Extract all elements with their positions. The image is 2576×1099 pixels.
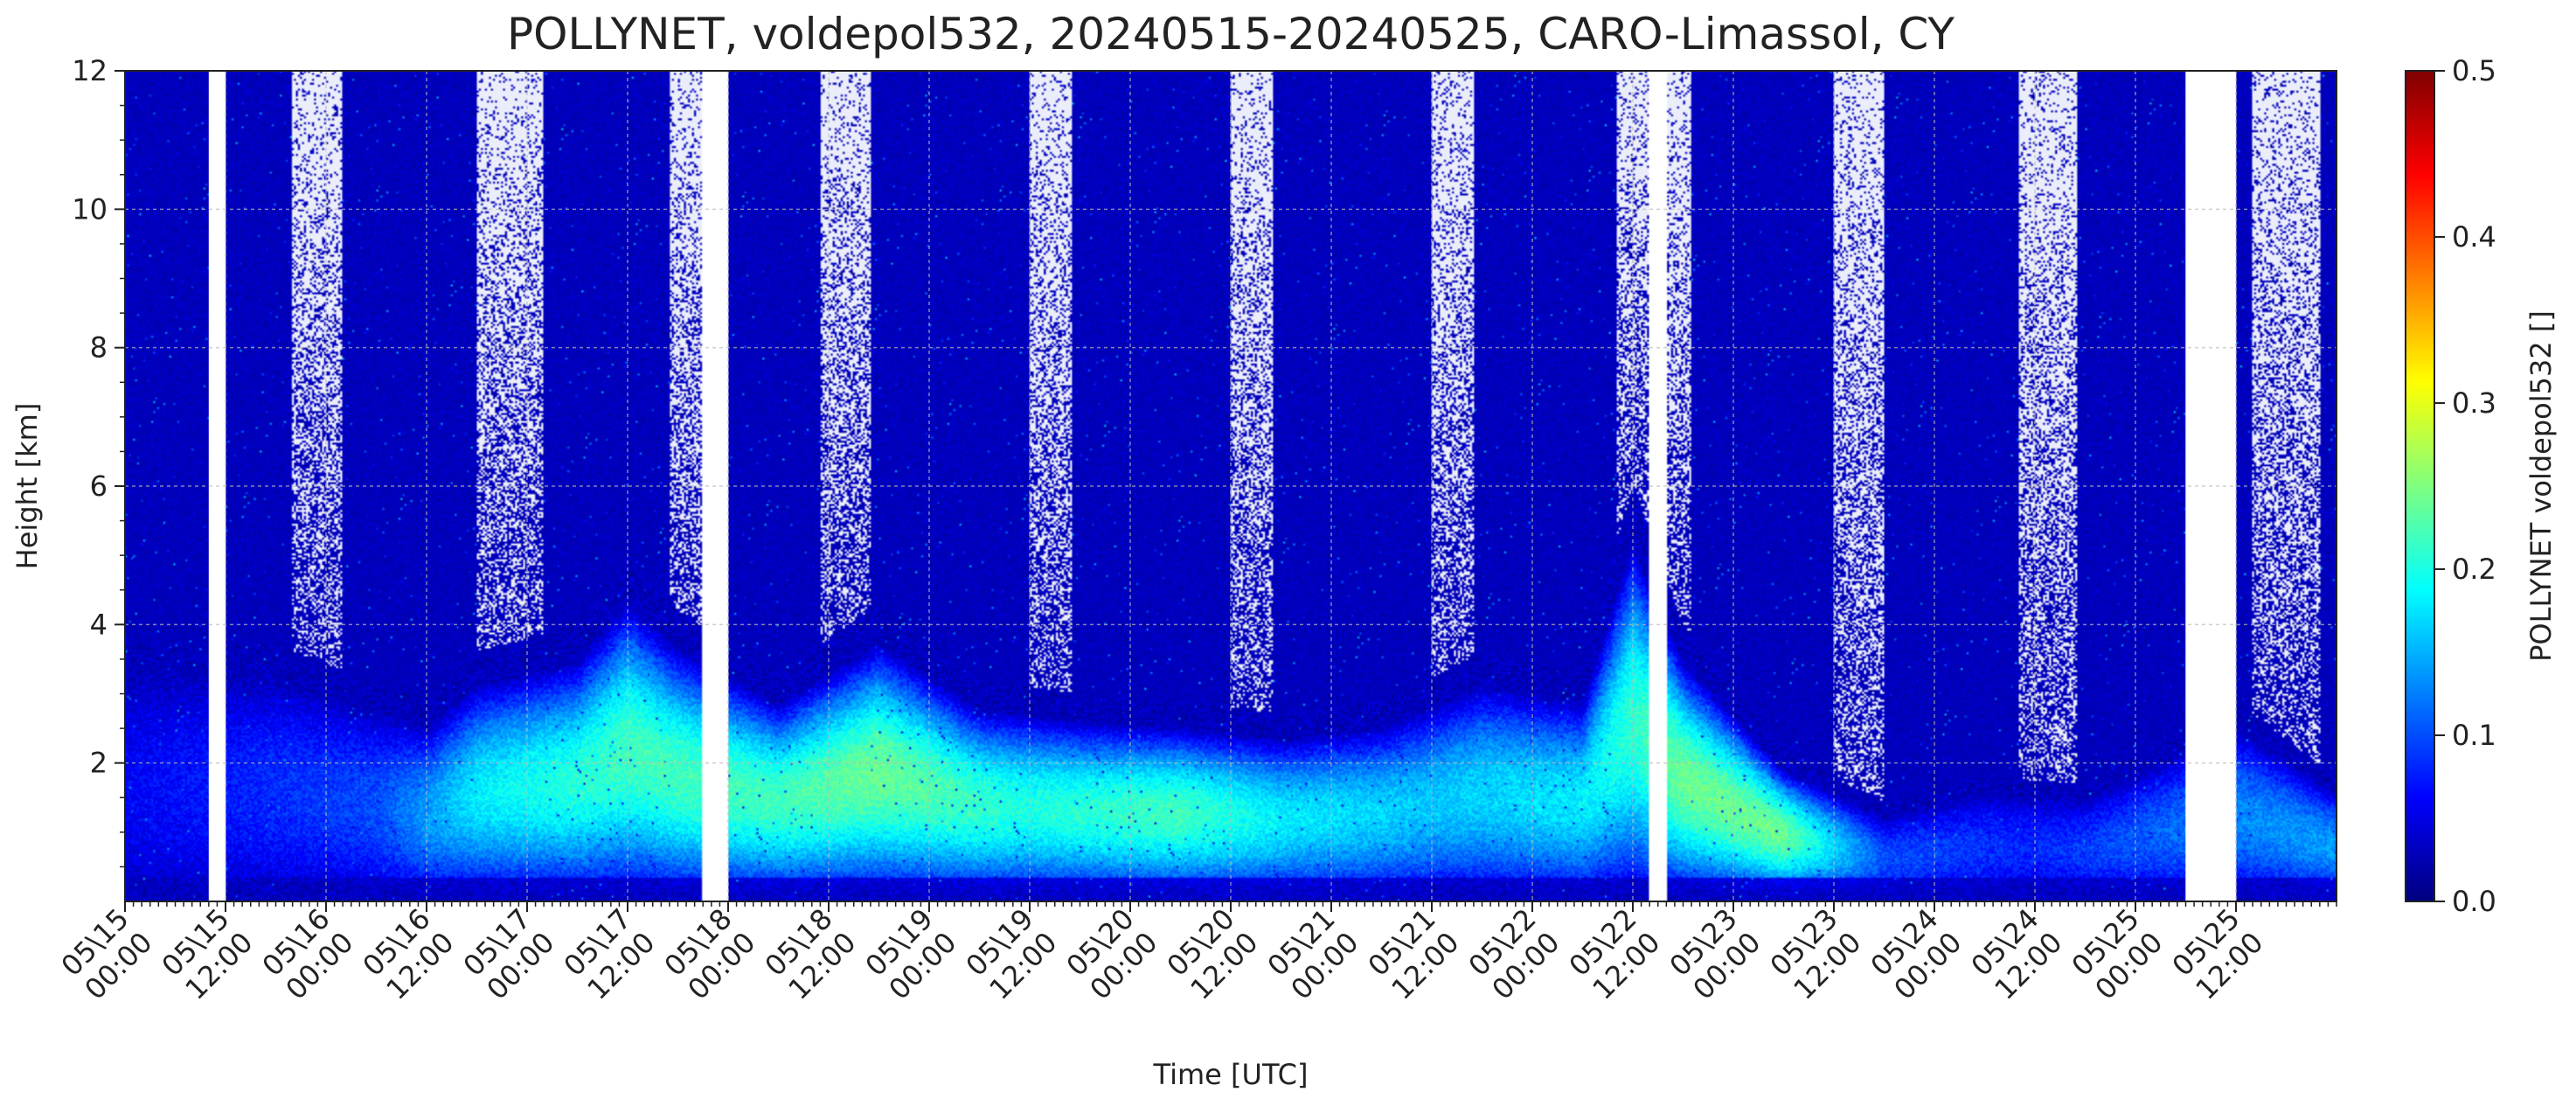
y-tick-label-4: 10 — [72, 192, 108, 226]
plot-area — [124, 70, 2337, 902]
y-tick-label-0: 2 — [90, 747, 108, 780]
colorbar-label: POLLYNET voldepol532 [] — [2524, 310, 2558, 662]
colorbar-gradient — [2405, 70, 2435, 902]
y-tick-label-3: 8 — [90, 331, 108, 365]
y-axis: 2 4 6 8 10 12 — [72, 54, 125, 868]
colorbar-tick-label-5: 0.5 — [2452, 54, 2496, 87]
colorbar-tick-label-0: 0.0 — [2452, 885, 2496, 918]
chart-title: POLLYNET, voldepol532, 20240515-20240525… — [507, 9, 1955, 59]
y-tick-label-5: 12 — [72, 54, 108, 87]
colorbar: 0.0 0.1 0.2 0.3 0.4 0.5 POLLYNET voldepol532 … — [2405, 54, 2558, 918]
y-tick-label-1: 4 — [90, 608, 108, 641]
colorbar-tick-label-1: 0.1 — [2452, 719, 2496, 752]
colorbar-tick-label-3: 0.3 — [2452, 386, 2496, 420]
y-tick-label-2: 6 — [90, 470, 108, 503]
colorbar-tick-label-4: 0.4 — [2452, 220, 2496, 254]
x-axis-label: Time [UTC] — [1153, 1058, 1309, 1091]
x-axis: 05\1500:0005\1512:0005\1600:0005\1612:00… — [55, 901, 2337, 1006]
colorbar-ticks: 0.0 0.1 0.2 0.3 0.4 0.5 — [2434, 54, 2496, 918]
y-axis-label: Height [km] — [10, 403, 44, 570]
colorbar-tick-label-2: 0.2 — [2452, 553, 2496, 586]
